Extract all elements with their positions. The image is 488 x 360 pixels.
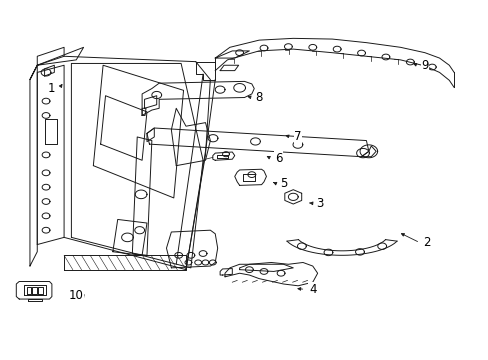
Text: 6: 6: [274, 152, 282, 165]
Text: 7: 7: [294, 130, 301, 144]
Text: 3: 3: [316, 197, 323, 210]
Text: 5: 5: [279, 177, 286, 190]
Text: 8: 8: [255, 91, 262, 104]
Text: 10: 10: [69, 289, 83, 302]
Text: 1: 1: [48, 82, 56, 95]
Text: 4: 4: [308, 283, 316, 296]
Text: 2: 2: [423, 236, 430, 249]
Text: 9: 9: [420, 59, 428, 72]
